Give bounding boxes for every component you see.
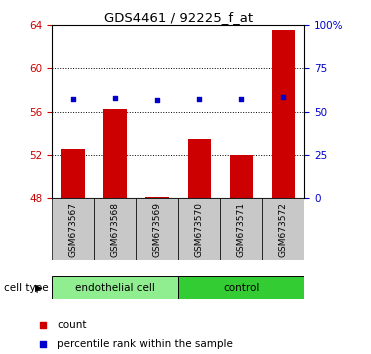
Point bbox=[70, 97, 76, 102]
Bar bbox=[230, 155, 253, 198]
Text: ▶: ▶ bbox=[35, 282, 43, 293]
Bar bbox=[188, 139, 211, 198]
Text: cell type: cell type bbox=[4, 282, 48, 293]
Point bbox=[112, 95, 118, 101]
Text: GSM673572: GSM673572 bbox=[279, 202, 288, 257]
Text: GSM673569: GSM673569 bbox=[152, 202, 161, 257]
Point bbox=[280, 94, 286, 99]
Point bbox=[40, 322, 46, 328]
Text: GSM673571: GSM673571 bbox=[237, 202, 246, 257]
Bar bbox=[178, 198, 220, 260]
Point bbox=[40, 341, 46, 347]
Bar bbox=[62, 149, 85, 198]
Title: GDS4461 / 92225_f_at: GDS4461 / 92225_f_at bbox=[104, 11, 253, 24]
Bar bbox=[136, 198, 178, 260]
Bar bbox=[220, 198, 262, 260]
Bar bbox=[272, 30, 295, 198]
Bar bbox=[104, 109, 127, 198]
Text: count: count bbox=[58, 320, 87, 330]
Point bbox=[154, 97, 160, 103]
Bar bbox=[52, 276, 178, 299]
Text: GSM673568: GSM673568 bbox=[111, 202, 119, 257]
Bar bbox=[145, 197, 169, 198]
Bar bbox=[94, 198, 136, 260]
Text: control: control bbox=[223, 282, 259, 293]
Point bbox=[238, 97, 244, 102]
Text: GSM673567: GSM673567 bbox=[69, 202, 78, 257]
Text: GSM673570: GSM673570 bbox=[195, 202, 204, 257]
Text: endothelial cell: endothelial cell bbox=[75, 282, 155, 293]
Text: percentile rank within the sample: percentile rank within the sample bbox=[58, 339, 233, 349]
Bar bbox=[52, 198, 94, 260]
Bar bbox=[262, 198, 304, 260]
Bar bbox=[178, 276, 304, 299]
Point bbox=[196, 97, 202, 102]
